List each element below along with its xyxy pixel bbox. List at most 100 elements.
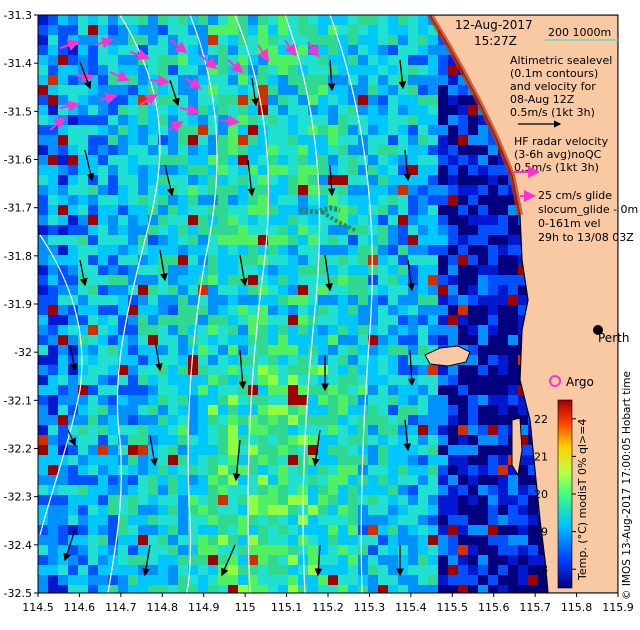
sst-cell <box>388 305 398 315</box>
sst-cell <box>428 365 438 375</box>
sst-cell <box>238 55 248 65</box>
sst-cell <box>318 495 328 505</box>
sst-cell <box>428 375 438 385</box>
x-tick-label: 114.6 <box>64 601 96 614</box>
sst-cell <box>248 415 258 425</box>
sst-cell <box>58 295 68 305</box>
sst-cell <box>88 405 98 415</box>
sst-cell <box>428 75 438 85</box>
sst-cell <box>68 345 78 355</box>
coastal-warm-strip <box>427 15 523 216</box>
sst-cell <box>308 295 318 305</box>
sst-cell <box>228 535 238 545</box>
sst-cell <box>128 75 138 85</box>
sst-cell <box>408 365 418 375</box>
sst-cell <box>148 275 158 285</box>
sst-cell <box>68 475 78 485</box>
sst-cell <box>58 65 68 75</box>
sst-cell <box>468 565 478 575</box>
sst-cell <box>198 555 208 565</box>
sst-cell <box>428 445 438 455</box>
sst-cell <box>198 215 208 225</box>
sst-cell <box>338 315 348 325</box>
sst-cell <box>248 205 258 215</box>
sst-cell <box>158 125 168 135</box>
sst-cell <box>198 365 208 375</box>
sst-cell <box>338 85 348 95</box>
sst-cell <box>428 335 438 345</box>
sst-cell <box>508 355 518 365</box>
sst-cell <box>348 235 358 245</box>
sst-cell <box>388 325 398 335</box>
sst-cell <box>278 55 288 65</box>
sst-cell <box>98 85 108 95</box>
sst-cell <box>518 285 528 295</box>
sst-cell <box>338 265 348 275</box>
sst-cell <box>338 375 348 385</box>
sst-cell <box>318 315 328 325</box>
sst-cell <box>288 345 298 355</box>
sst-cell <box>68 565 78 575</box>
sst-cell <box>358 575 368 585</box>
sst-cell <box>318 395 328 405</box>
sst-cell <box>528 515 538 525</box>
sst-cell <box>388 395 398 405</box>
sst-cell <box>218 485 228 495</box>
sst-cell <box>198 415 208 425</box>
sst-cell <box>478 535 488 545</box>
sst-cell <box>418 205 428 215</box>
sst-cell <box>478 115 488 125</box>
sst-cell <box>48 355 58 365</box>
sst-cell <box>188 445 198 455</box>
sst-cell <box>38 315 48 325</box>
sst-cell <box>488 495 498 505</box>
sst-cell <box>388 175 398 185</box>
sst-cell <box>348 135 358 145</box>
sst-cell <box>178 235 188 245</box>
sst-cell <box>288 355 298 365</box>
sst-cell <box>518 575 528 585</box>
sst-cell <box>358 45 368 55</box>
sst-cell <box>328 565 338 575</box>
sst-cell <box>528 465 538 475</box>
sst-cell <box>68 85 78 95</box>
sst-cell <box>268 355 278 365</box>
sst-cell <box>338 305 348 315</box>
sst-cell <box>198 235 208 245</box>
sst-cell <box>408 145 418 155</box>
sst-cell <box>58 375 68 385</box>
sst-cell <box>208 225 218 235</box>
sst-cell <box>418 45 428 55</box>
sst-cell <box>378 295 388 305</box>
sst-cell <box>118 375 128 385</box>
sst-cell <box>148 465 158 475</box>
sst-cell <box>338 105 348 115</box>
sst-cell <box>308 405 318 415</box>
sst-cell <box>348 245 358 255</box>
sst-cell <box>428 305 438 315</box>
sst-cell <box>178 325 188 335</box>
sst-cell <box>108 155 118 165</box>
sst-cell <box>248 575 258 585</box>
sst-cell <box>378 535 388 545</box>
sst-cell <box>338 525 348 535</box>
sst-cell <box>168 425 178 435</box>
sst-cell <box>278 565 288 575</box>
sst-cell <box>278 45 288 55</box>
sst-cell <box>208 335 218 345</box>
sst-cell <box>38 165 48 175</box>
sst-cell <box>338 225 348 235</box>
perth-label: Perth <box>598 331 629 345</box>
sst-cell <box>248 235 258 245</box>
sst-cell <box>318 565 328 575</box>
sst-cell <box>238 155 248 165</box>
sst-cell <box>108 315 118 325</box>
sst-cell <box>138 35 148 45</box>
sst-cell <box>108 365 118 375</box>
sst-cell <box>378 265 388 275</box>
sst-cell <box>408 35 418 45</box>
sst-cell <box>368 105 378 115</box>
sst-cell <box>478 375 488 385</box>
sst-cell <box>278 335 288 345</box>
sst-cell <box>338 395 348 405</box>
